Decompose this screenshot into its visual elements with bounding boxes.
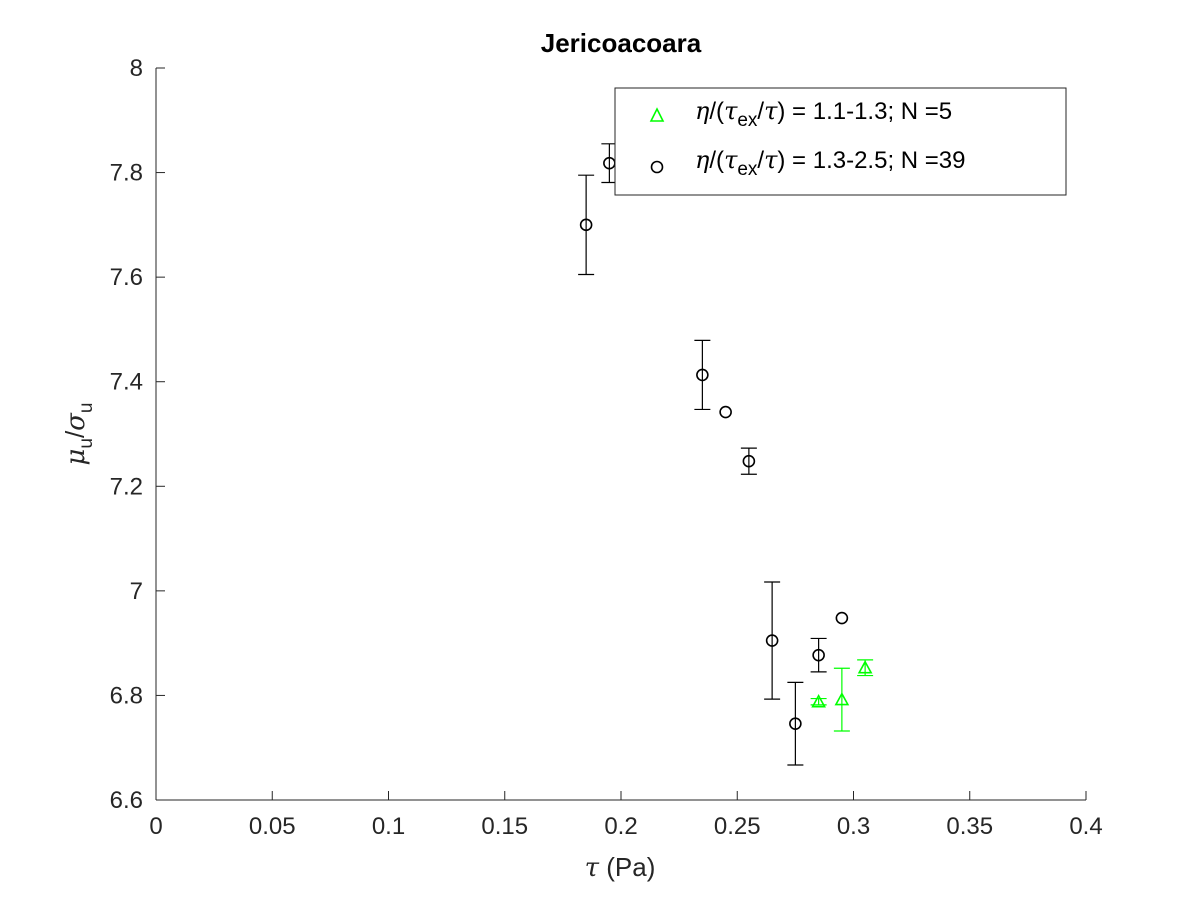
y-axis-label: μu/σu (60, 402, 97, 465)
y-tick-label: 8 (130, 55, 143, 82)
y-label-mu-sub: u (76, 438, 97, 449)
legend-2-eta: η (695, 146, 710, 174)
svg-text:τ (Pa): τ (Pa) (585, 852, 656, 883)
circle-marker (812, 648, 825, 662)
legend-2-open: /( (709, 147, 724, 174)
legend-1-mid: / (757, 98, 764, 125)
y-tick-label: 7.8 (110, 160, 143, 187)
y-tick-label: 7.4 (110, 369, 143, 396)
x-axis-label-symbol: τ (585, 853, 600, 883)
legend-1-rest: ) = 1.1-1.3; N =5 (777, 98, 952, 125)
legend-2-tau2: τ (764, 146, 778, 174)
data-point-circle (764, 581, 781, 700)
legend-1-sub: ex (737, 110, 758, 131)
x-tick-label: 0.25 (714, 813, 761, 840)
data-point-circle (740, 447, 757, 475)
x-tick-label: 0.35 (946, 813, 993, 840)
x-tick-label: 0.1 (372, 813, 405, 840)
svg-text:η/(τex/τ) = 1.1-1.3; N =5: η/(τex/τ) = 1.1-1.3; N =5 (695, 97, 952, 131)
x-tick-label: 0.3 (837, 813, 870, 840)
legend-marker-circle (650, 160, 664, 174)
y-label-slash: / (60, 430, 90, 438)
legend-1-tau2: τ (764, 97, 778, 125)
legend-marker-triangle (649, 107, 665, 122)
legend-2-tau1: τ (724, 146, 738, 174)
triangle-marker (811, 694, 826, 708)
x-tick-label: 0.15 (481, 813, 528, 840)
data-point-circle (694, 339, 711, 411)
x-tick-label: 0 (149, 813, 162, 840)
y-label-mu: μ (61, 449, 91, 466)
legend-1-open: /( (709, 98, 724, 125)
legend-2-mid: / (757, 147, 764, 174)
svg-text:η/(τex/τ) = 1.3-2.5; N =39: η/(τex/τ) = 1.3-2.5; N =39 (695, 146, 965, 180)
x-axis-label: τ (Pa) (585, 852, 656, 883)
x-tick-label: 0.05 (249, 813, 296, 840)
circle-marker (835, 611, 849, 625)
circle-marker (579, 218, 593, 232)
circle-marker (742, 454, 756, 468)
axes: 0 0.05 0.1 0.15 0.2 0.25 0.3 0.35 0.4 6.6 6.8 7 7.2 7… (110, 55, 1103, 840)
y-label-sigma-sub: u (76, 402, 97, 413)
data-point-triangle (857, 659, 874, 677)
data-point-circle (787, 681, 804, 766)
legend-box (614, 87, 1067, 196)
y-label-sigma: σ (61, 412, 91, 431)
y-tick-label: 7.2 (110, 473, 143, 500)
data-point-circle (578, 174, 595, 276)
legend-1-tau1: τ (724, 97, 738, 125)
legend: η/(τex/τ) = 1.1-1.3; N =5 η/(τex/τ) = 1.… (614, 87, 1067, 196)
legend-2-sub: ex (737, 159, 758, 180)
chart-title: Jericoacoara (541, 28, 702, 58)
svg-text:μu/σu: μu/σu (60, 402, 97, 465)
y-tick-label: 7.6 (110, 264, 143, 291)
y-tick-label: 6.6 (110, 787, 143, 814)
data-points (578, 143, 874, 766)
circle-marker (696, 368, 709, 382)
triangle-marker (834, 691, 850, 706)
y-tick-label: 7 (130, 578, 143, 605)
x-tick-label: 0.2 (604, 813, 637, 840)
data-point-circle (719, 405, 732, 419)
data-point-triangle (810, 694, 827, 708)
data-point-circle (810, 637, 827, 673)
triangle-marker (857, 660, 873, 674)
data-point-circle (835, 611, 849, 625)
circle-marker (765, 634, 779, 647)
circle-marker (789, 717, 802, 730)
legend-entry-1: η/(τex/τ) = 1.1-1.3; N =5 (649, 97, 952, 131)
legend-entry-2: η/(τex/τ) = 1.3-2.5; N =39 (650, 146, 965, 180)
x-axis-label-unit: (Pa) (599, 852, 655, 882)
x-tick-label: 0.4 (1069, 813, 1102, 840)
legend-1-eta: η (695, 97, 710, 125)
legend-2-rest: ) = 1.3-2.5; N =39 (777, 147, 965, 174)
data-point-triangle (833, 667, 850, 732)
circle-marker (719, 405, 732, 419)
y-tick-label: 6.8 (110, 682, 143, 709)
